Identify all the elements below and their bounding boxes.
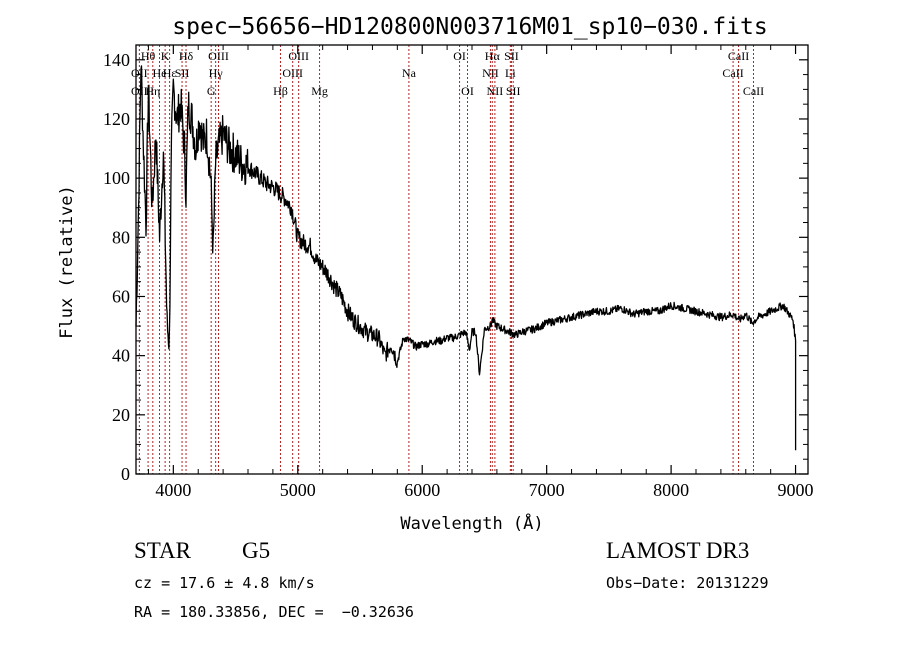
line-label: SII	[506, 84, 521, 98]
line-label: Hδ	[179, 49, 194, 63]
object-subclass: G5	[242, 538, 271, 563]
x-tick-label: 4000	[155, 480, 191, 500]
chart-title: spec−56656−HD120800N003716M01_sp10−030.f…	[172, 14, 767, 40]
line-label: G	[207, 84, 216, 98]
line-label: CaII	[728, 49, 749, 63]
x-axis-label: Wavelength (Å)	[400, 512, 543, 534]
line-label: OIII	[282, 66, 303, 80]
line-label: Na	[402, 66, 417, 80]
redshift-cz: cz = 17.6 ± 4.8 km/s	[134, 574, 315, 592]
x-tick-label: 5000	[280, 480, 316, 500]
line-label: Li	[505, 66, 516, 80]
y-axis-label: Flux (relative)	[57, 185, 77, 339]
line-label: CaII	[743, 84, 764, 98]
line-label: OIII	[208, 49, 229, 63]
y-axis: 0 20 40 60 80 100 120 140	[103, 50, 808, 484]
line-label: Hβ	[273, 84, 288, 98]
line-label: He	[153, 66, 167, 80]
y-tick-label: 60	[112, 286, 130, 306]
x-axis: 4000 5000 6000 7000 8000 9000	[147, 45, 814, 500]
y-tick-label: 120	[103, 109, 130, 129]
object-class: STAR	[134, 538, 191, 563]
line-label: OII	[131, 66, 148, 80]
obs-date: Obs−Date: 20131229	[606, 574, 769, 592]
y-tick-label: 20	[112, 405, 130, 425]
line-label: OIII	[288, 49, 309, 63]
line-label: NII	[482, 66, 499, 80]
ra-dec: RA = 180.33856, DEC = −0.32636	[134, 603, 414, 621]
y-tick-label: 80	[112, 227, 130, 247]
line-label: OI	[461, 84, 474, 98]
spectrum-series	[135, 65, 797, 451]
line-label: Mg	[311, 84, 328, 98]
line-label: Hα	[485, 49, 501, 63]
y-tick-label: 40	[112, 346, 130, 366]
line-label: CaII	[722, 66, 743, 80]
line-label: OII	[131, 84, 148, 98]
y-tick-label: 100	[103, 168, 130, 188]
line-label: K	[161, 49, 170, 63]
x-tick-label: 7000	[529, 480, 565, 500]
x-tick-label: 6000	[404, 480, 440, 500]
line-label: Hθ	[141, 49, 156, 63]
line-markers	[138, 45, 754, 474]
line-label: SII	[504, 49, 519, 63]
line-label: OI	[453, 49, 466, 63]
plot-frame	[135, 44, 809, 475]
line-label: Hη	[145, 84, 160, 98]
survey-name: LAMOST DR3	[606, 538, 750, 563]
x-tick-label: 8000	[653, 480, 689, 500]
line-label: Hγ	[209, 66, 224, 80]
line-label: Hε	[163, 66, 177, 80]
x-tick-label: 9000	[778, 480, 814, 500]
y-tick-label: 0	[121, 464, 130, 484]
y-tick-label: 140	[103, 50, 130, 70]
line-label: SII	[175, 66, 190, 80]
line-label: NII	[487, 84, 504, 98]
